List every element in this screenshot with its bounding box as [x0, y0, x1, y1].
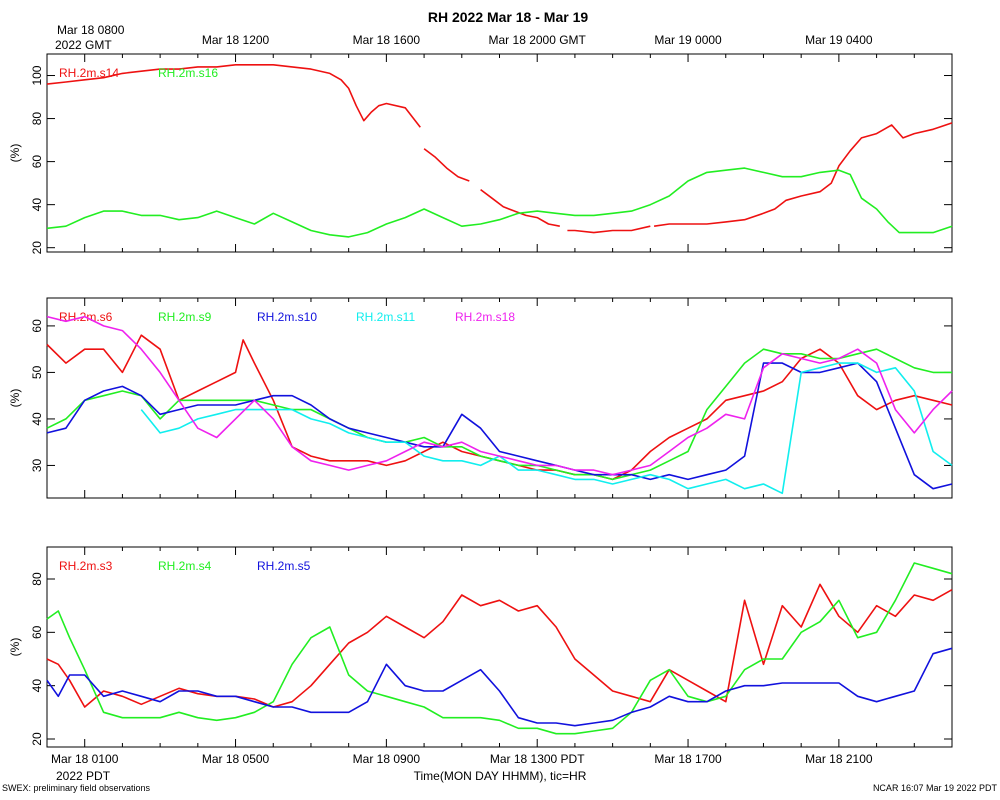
top-axis-labels: Mar 18 0800 2022 GMT Mar 18 1200 Mar 18 1…: [55, 23, 873, 52]
y-tick-label: 40: [30, 412, 44, 426]
y-axis-label: (%): [8, 638, 22, 657]
y-tick-label: 40: [30, 679, 44, 693]
y-tick-label: 30: [30, 458, 44, 472]
series-line-rh-2m-s5: [46, 647, 953, 727]
x-axis-title: Time(MON DAY HHMM), tic=HR: [414, 769, 587, 783]
bottom-axis-label: Mar 18 1300 PDT: [490, 752, 585, 766]
chart-panels: 20 40 60 80 100 (%) RH.2m.s14 RH.2m.s16 30 40 50 60…: [8, 53, 953, 748]
series-line-rh-2m-s16: [46, 167, 953, 238]
bottom-axis-label: Mar 18 0900: [353, 752, 421, 766]
legend-entry-rh-2m-s16: RH.2m.s16: [158, 66, 218, 80]
legend-entry-rh-2m-s14: RH.2m.s14: [59, 66, 119, 80]
footer-left: SWEX: preliminary field observations: [2, 783, 151, 793]
y-tick-label: 60: [30, 155, 44, 169]
y-axis-label: (%): [8, 144, 22, 163]
top-axis-label: Mar 18 1200: [202, 33, 270, 47]
series-line-rh-2m-s11: [140, 362, 953, 495]
legend-entry-rh-2m-s3: RH.2m.s3: [59, 559, 113, 573]
top-axis-first-label-line1: Mar 18 0800: [57, 23, 125, 37]
panel-3-frame: [46, 546, 953, 748]
legend-entry-rh-2m-s5: RH.2m.s5: [257, 559, 311, 573]
panel-1: 20 40 60 80 100 (%) RH.2m.s14 RH.2m.s16: [8, 53, 953, 255]
y-tick-label: 40: [30, 198, 44, 212]
series-line-rh-2m-s4: [46, 562, 953, 735]
y-tick-label: 60: [30, 625, 44, 639]
panel-1-frame: [46, 53, 953, 253]
top-axis-label: Mar 18 2000 GMT: [489, 33, 587, 47]
series-line-rh-2m-s3: [46, 583, 953, 708]
y-axis-label: (%): [8, 389, 22, 408]
y-tick-label: 50: [30, 365, 44, 379]
legend-entry-rh-2m-s10: RH.2m.s10: [257, 310, 317, 324]
y-tick-label: 60: [30, 319, 44, 333]
bottom-axis-labels: 2022 PDT Time(MON DAY HHMM), tic=HR Mar …: [51, 752, 873, 783]
legend-entry-rh-2m-s11: RH.2m.s11: [356, 310, 415, 324]
y-tick-label: 100: [30, 65, 44, 85]
top-axis-first-label-line2: 2022 GMT: [55, 38, 112, 52]
bottom-axis-label: Mar 18 2100: [805, 752, 873, 766]
y-tick-label: 80: [30, 572, 44, 586]
legend-entry-rh-2m-s18: RH.2m.s18: [455, 310, 515, 324]
bottom-axis-label: Mar 18 0500: [202, 752, 270, 766]
footer-right: NCAR 16:07 Mar 19 2022 PDT: [873, 783, 998, 793]
y-tick-label: 80: [30, 112, 44, 126]
top-axis-label: Mar 18 1600: [353, 33, 421, 47]
top-axis-label: Mar 19 0400: [805, 33, 873, 47]
bottom-axis-label: Mar 18 1700: [654, 752, 722, 766]
series-line-rh-2m-s14: [46, 64, 953, 234]
panel-3: 20 40 60 80 (%) RH.2m.s3 RH.2m.s4 RH.2m.s5: [8, 546, 953, 748]
bottom-axis-year-label: 2022 PDT: [56, 769, 111, 783]
bottom-axis-label: Mar 18 0100: [51, 752, 119, 766]
series-line-rh-2m-s9: [46, 348, 952, 481]
chart-title: RH 2022 Mar 18 - Mar 19: [428, 9, 589, 25]
series-line-rh-2m-s18: [46, 315, 953, 476]
legend-entry-rh-2m-s9: RH.2m.s9: [158, 310, 212, 324]
y-tick-label: 20: [30, 241, 44, 255]
top-axis-label: Mar 19 0000: [654, 33, 722, 47]
y-tick-label: 20: [30, 732, 44, 746]
legend-entry-rh-2m-s4: RH.2m.s4: [158, 559, 212, 573]
